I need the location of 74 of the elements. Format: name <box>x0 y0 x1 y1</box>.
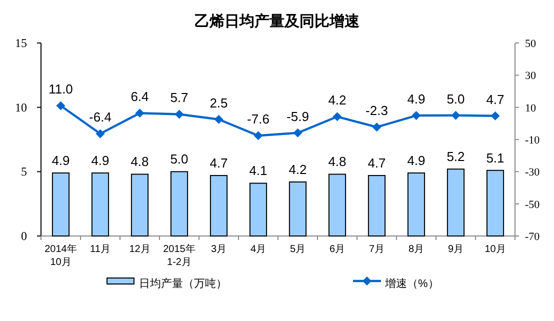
y2-tick-label: -50 <box>525 198 540 211</box>
y-tick-label: 0 <box>21 229 27 243</box>
point <box>372 122 382 132</box>
x-tick-label: 5月 <box>290 244 306 255</box>
point <box>293 128 302 138</box>
point <box>56 101 66 110</box>
data-label: -2.3 <box>366 103 388 118</box>
x-tick-label: 3月 <box>210 244 227 255</box>
y2-tick-label: -30 <box>525 166 540 179</box>
data-label: 4.8 <box>130 154 149 170</box>
data-label: 5.0 <box>446 91 465 106</box>
data-label: 4.2 <box>328 92 346 108</box>
legend-label: 日均产量（万吨） <box>139 277 227 290</box>
y2-tick-label: 30 <box>525 70 536 82</box>
data-label: -7.6 <box>247 112 270 127</box>
data-label: -6.4 <box>89 110 112 125</box>
data-label: 4.9 <box>407 152 426 168</box>
y2-tick-label: -10 <box>525 134 540 146</box>
data-label: 5.0 <box>170 152 188 167</box>
point <box>214 114 224 124</box>
bar <box>407 172 426 236</box>
bar <box>52 172 70 236</box>
x-tick-label: 7月 <box>368 244 385 255</box>
legend-label: 增速（%） <box>384 277 439 290</box>
y-tick-label: 15 <box>15 36 27 50</box>
chart-title: 乙烯日均产量及同比增速 <box>194 13 360 30</box>
data-label: 11.0 <box>48 82 73 97</box>
data-label: 5.7 <box>170 90 188 106</box>
x-tick-label: 2014年 10月 <box>44 243 77 268</box>
bar <box>249 182 268 236</box>
data-label: 5.2 <box>446 149 465 164</box>
point <box>451 110 460 120</box>
y2-tick-label: 10 <box>525 102 536 114</box>
x-tick-label: 4月 <box>250 244 266 255</box>
point <box>96 129 105 138</box>
data-label: 4.1 <box>249 163 268 178</box>
data-label: 4.7 <box>210 156 228 171</box>
bar <box>130 174 149 236</box>
data-label: 4.9 <box>407 92 426 107</box>
bar <box>328 174 346 236</box>
x-tick-label: 12月 <box>129 244 150 255</box>
data-label: 5.1 <box>486 150 504 166</box>
x-tick-label: 9月 <box>448 244 464 255</box>
data-label: -5.9 <box>286 108 309 124</box>
point <box>174 110 184 119</box>
data-label: 4.9 <box>52 152 70 168</box>
point <box>332 112 342 122</box>
x-tick-label: 6月 <box>329 244 346 255</box>
data-label: 2.5 <box>210 95 228 110</box>
point <box>254 131 263 140</box>
bar <box>91 172 110 236</box>
y-tick-label: 10 <box>15 100 27 114</box>
data-label: 4.2 <box>288 162 307 177</box>
bar <box>486 170 504 236</box>
point <box>412 111 421 120</box>
data-label: 6.4 <box>130 89 149 104</box>
x-tick-label: 2015年 1-2月 <box>163 243 196 268</box>
bar <box>288 181 307 236</box>
data-label: 4.7 <box>368 156 386 171</box>
y2-tick-label: 50 <box>525 38 536 50</box>
data-label: 4.9 <box>91 152 110 168</box>
x-tick-label: 11月 <box>90 244 110 255</box>
point <box>135 108 144 118</box>
x-tick-label: 10月 <box>484 244 506 255</box>
bar <box>446 168 465 236</box>
point <box>490 111 500 120</box>
y2-tick-label: -70 <box>525 231 540 243</box>
bar <box>210 175 228 236</box>
x-tick-label: 8月 <box>408 244 424 255</box>
data-label: 4.7 <box>486 92 504 107</box>
data-label: 4.8 <box>328 154 346 170</box>
bar <box>170 171 188 236</box>
bar <box>368 175 386 236</box>
y-tick-label: 5 <box>21 164 27 179</box>
